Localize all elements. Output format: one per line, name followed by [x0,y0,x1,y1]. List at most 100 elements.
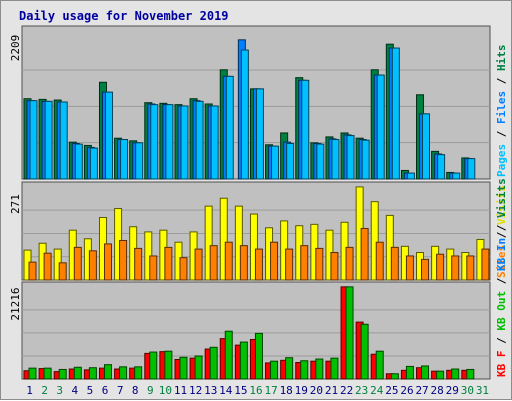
day-label: 21 [325,384,338,397]
chart-title: Daily usage for November 2019 [19,9,229,23]
bar-pages [255,88,264,180]
day-label: 20 [310,384,323,397]
bar-pages [301,79,310,180]
bar-sites [315,247,324,281]
bar-pages [59,101,68,180]
bar-kb-out [254,332,263,380]
bar-sites [73,246,82,281]
bar-kb-out [28,367,37,380]
bar-kb-out [285,357,294,380]
bar-visits [219,197,228,281]
bar-sites [270,241,279,281]
panel-legend: Pages / Files / Hits [495,45,508,178]
day-label: 16 [249,384,262,397]
bar-kb-out [58,368,67,380]
bar-kb-out [164,350,173,380]
bar-visits [234,205,243,281]
day-label: 11 [174,384,187,397]
legend-entry: KB In [495,238,508,271]
bar-kb-out [119,366,128,380]
bar-pages [195,100,204,180]
panel-max-label: 271 [9,194,22,214]
bar-sites [390,246,399,281]
bar-pages [286,142,295,180]
bar-kb-out [405,365,414,380]
legend-entry: / [495,71,508,91]
day-label: 6 [102,384,109,397]
day-label: 8 [132,384,139,397]
bar-pages [467,158,476,180]
panel-legend: KB F / KB Out / KB In / Visits [495,178,508,377]
legend-entry: Files [495,91,508,124]
bar-pages [240,49,249,180]
bar-kb-out [451,368,460,380]
bar-pages [74,143,83,180]
legend-entry: / [495,225,508,245]
bar-pages [331,139,340,180]
bar-sites [134,247,143,281]
legend-entry: / [495,124,508,144]
panel-legend: Sites / Visits [495,185,508,278]
bar-sites [345,246,354,281]
bar-sites [451,255,460,281]
panel-3: 21216 KB F / KB Out / KB In / Visits [9,178,508,380]
bar-pages [406,172,415,180]
bar-sites [58,262,67,281]
legend-entry: KB F [495,351,508,378]
bar-sites [224,241,233,281]
bar-pages [210,105,219,180]
bar-visits [370,201,379,281]
bar-kb-out [270,360,279,380]
bar-sites [330,252,339,281]
day-label: 3 [56,384,63,397]
bar-sites [254,248,263,281]
bar-visits [204,205,213,281]
bar-pages [89,147,98,180]
day-label: 5 [87,384,94,397]
day-label: 15 [234,384,247,397]
day-label: 23 [355,384,368,397]
day-label: 14 [219,384,233,397]
bar-kb-out [421,365,430,380]
panel-2: 271 Sites / Visits [9,181,508,281]
bar-sites [43,252,52,281]
day-label: 4 [72,384,79,397]
bar-pages [271,145,280,180]
legend-entry: Visits [495,178,508,218]
bar-pages [346,135,355,180]
bar-kb-out [436,370,445,380]
bar-kb-out [209,346,218,380]
chart-panels: 2209 Pages / Files / Hits 271 Sites / Visit… [9,25,508,380]
bar-kb-out [315,358,324,380]
bar-kb-out [239,341,248,380]
day-label: 13 [204,384,217,397]
bar-sites [164,246,173,281]
bar-kb-out [179,356,188,380]
bar-sites [88,250,97,281]
legend-entry: Sites [495,245,508,278]
bar-kb-out [149,351,158,380]
bar-sites [194,248,203,281]
legend-entry: Hits [495,45,508,72]
bar-pages [135,142,144,180]
bar-sites [285,248,294,281]
bar-pages [180,105,189,180]
day-label: 1 [26,384,33,397]
bar-kb-out [360,323,369,380]
bar-sites [421,258,430,281]
day-label: 9 [147,384,154,397]
bar-kb-out [134,366,143,380]
bar-pages [225,75,234,180]
bar-kb-out [103,364,112,380]
bar-kb-out [194,355,203,380]
bar-sites [103,243,112,281]
bar-sites [149,255,158,281]
bar-kb-out [43,367,52,380]
bar-sites [481,248,490,281]
day-label: 18 [280,384,293,397]
bar-sites [360,227,369,281]
bar-pages [452,172,461,180]
bar-kb-out [330,357,339,380]
day-label: 17 [264,384,277,397]
